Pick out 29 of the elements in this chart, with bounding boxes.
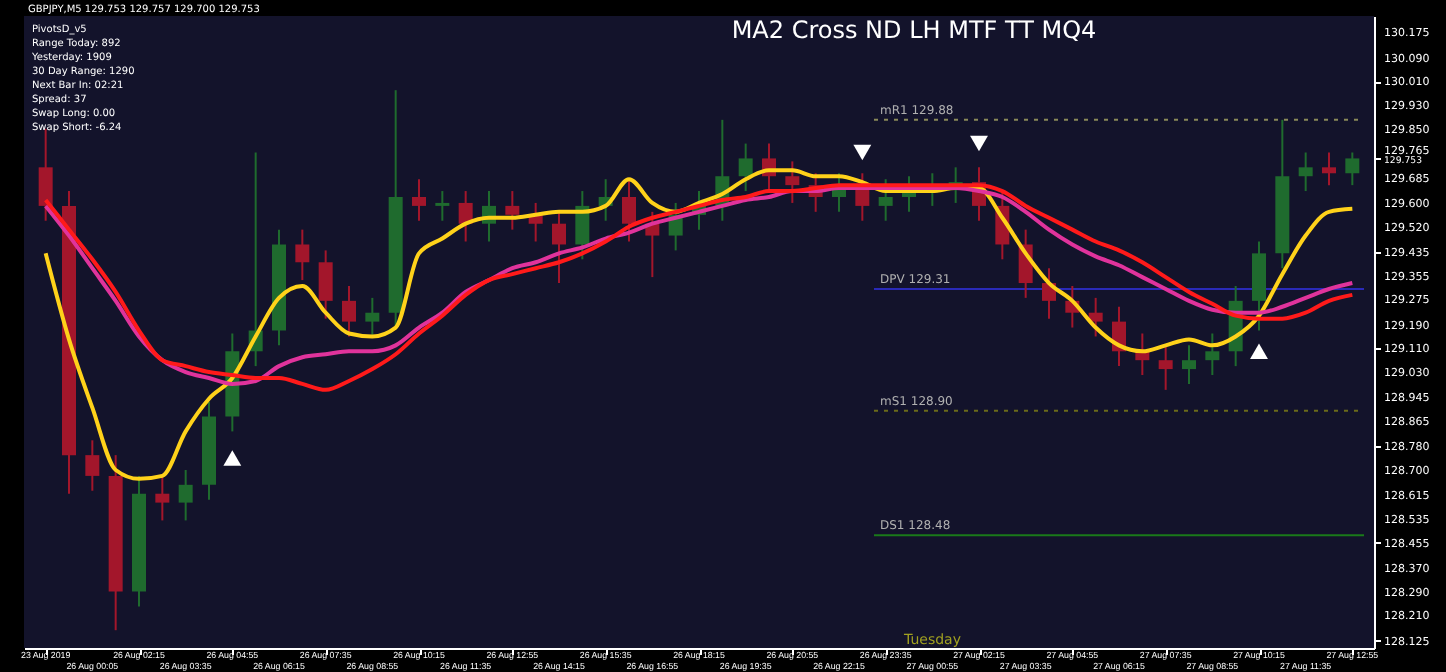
point: [853, 144, 872, 161]
chart-title: MA2 Cross ND LH MTF TT MQ4: [731, 16, 1097, 44]
candlestick: [458, 190, 473, 243]
candlestick: [552, 210, 566, 285]
point: [1250, 343, 1268, 360]
candlestick: [365, 296, 380, 338]
candlestick: [1322, 151, 1336, 187]
candlestick: [295, 228, 310, 282]
candlestick: [738, 142, 753, 193]
point: [970, 135, 988, 152]
candlestick: [1158, 344, 1173, 391]
candlestick: [318, 249, 333, 320]
candlestick: [155, 474, 170, 522]
candlestick: [435, 190, 450, 222]
candlestick: [878, 178, 893, 222]
candlestick: [1182, 344, 1196, 385]
candlestick: [178, 468, 193, 522]
candlestick: [1298, 151, 1313, 193]
candlestick: [85, 439, 100, 492]
candlestick: [622, 178, 636, 243]
candlestick: [1345, 151, 1360, 187]
candlestick: [505, 190, 520, 231]
point: [223, 450, 242, 466]
candlestick: [1088, 296, 1103, 338]
candlestick: [785, 160, 800, 204]
candlestick: [342, 285, 356, 338]
candlestick: [412, 178, 426, 222]
candlestick: [1205, 332, 1220, 377]
candlestick: [1252, 240, 1266, 332]
